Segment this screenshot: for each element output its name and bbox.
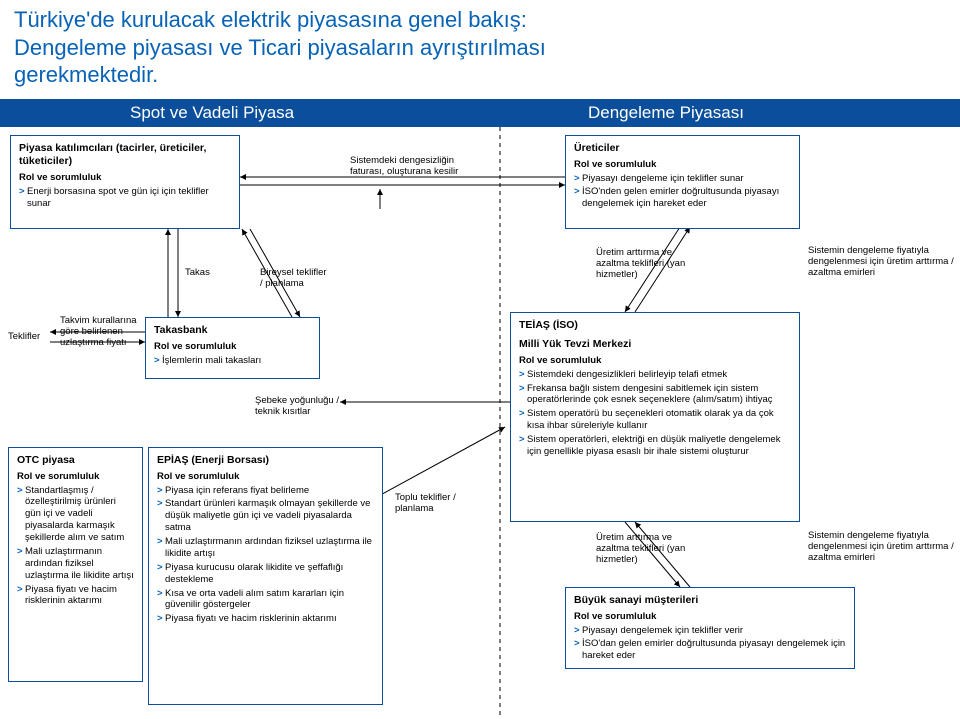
epias-item-6: Piyasa fiyatı ve hacim risklerinin aktar… [157,613,374,625]
box-takasbank: Takasbank Rol ve sorumluluk İşlemlerin m… [145,317,320,379]
header-left: Spot ve Vadeli Piyasa [0,103,528,123]
participants-role: Rol ve sorumluluk [19,172,231,184]
buyuk-title: Büyük sanayi müşterileri [574,594,846,607]
epias-item-3: Mali uzlaştırmanın ardından fiziksel uzl… [157,536,374,560]
box-participants: Piyasa katılımcıları (tacirler, üreticil… [10,135,240,229]
box-otc: OTC piyasa Rol ve sorumluluk Standartlaş… [8,447,143,682]
label-teklifler: Teklifler [8,331,53,342]
epias-item-4: Piyasa kurucusu olarak likidite ve şeffa… [157,562,374,586]
otc-item-2: Mali uzlaştırmanın ardından fiziksel uzl… [17,546,134,582]
teias-title1: TEİAŞ (İSO) [519,319,791,332]
header-bar: Spot ve Vadeli Piyasa Dengeleme Piyasası [0,99,960,127]
label-sistemin2: Sistemin dengeleme fiyatıyla dengelenmes… [808,530,958,564]
label-sistemin1: Sistemin dengeleme fiyatıyla dengelenmes… [808,245,958,279]
diagram-canvas: Piyasa katılımcıları (tacirler, üreticil… [0,127,960,719]
buyuk-role: Rol ve sorumluluk [574,611,846,623]
label-takvim: Takvim kurallarına göre belirlenen uzlaş… [60,315,145,349]
epias-item-2: Standart ürünleri karmaşık olmayan şekil… [157,498,374,534]
label-bireysel: Bireysel teklifler / planlama [260,267,330,290]
otc-list: Standartlaşmış / özelleştirilmiş ürünler… [17,485,134,608]
box-epias: EPİAŞ (Enerji Borsası) Rol ve sorumluluk… [148,447,383,705]
participants-item: Enerji borsasına spot ve gün içi için te… [19,186,231,210]
title-line-2: Dengeleme piyasası ve Ticari piyasaların… [14,35,546,60]
takasbank-role: Rol ve sorumluluk [154,341,311,353]
box-producers: Üreticiler Rol ve sorumluluk Piyasayı de… [565,135,800,229]
label-sebeke: Şebeke yoğunluğu / teknik kısıtlar [255,395,340,418]
buyuk-item-2: İSO'dan gelen emirler doğrultusunda piya… [574,638,846,662]
box-teias: TEİAŞ (İSO) Milli Yük Tevzi Merkezi Rol … [510,312,800,522]
otc-role: Rol ve sorumluluk [17,471,134,483]
teias-item-4: Sistem operatörleri, elektriği en düşük … [519,434,791,458]
otc-item-3: Piyasa fiyatı ve hacim risklerinin aktar… [17,584,134,608]
otc-item-1: Standartlaşmış / özelleştirilmiş ürünler… [17,485,134,544]
producers-role: Rol ve sorumluluk [574,159,791,171]
takasbank-title: Takasbank [154,324,311,337]
label-sistemdeki: Sistemdeki dengesizliğin faturası, oluşt… [350,155,460,178]
producers-title: Üreticiler [574,142,791,155]
teias-item-2: Frekansa bağlı sistem dengesini sabitlem… [519,383,791,407]
buyuk-item-1: Piyasayı dengelemek için teklifler verir [574,625,846,637]
title-line-1: Türkiye'de kurulacak elektrik piyasasına… [14,7,527,32]
label-uretim2: Üretim arttırma ve azaltma teklifleri (y… [596,532,686,566]
label-toplu: Toplu teklifler / planlama [395,492,480,515]
box-buyuk: Büyük sanayi müşterileri Rol ve sorumlul… [565,587,855,669]
otc-title: OTC piyasa [17,454,134,467]
epias-item-1: Piyasa için referans fiyat belirleme [157,485,374,497]
producers-item-2: İSO'nden gelen emirler doğrultusunda piy… [574,186,791,210]
label-uretim1: Üretim arttırma ve azaltma teklifleri (y… [596,247,686,281]
participants-title: Piyasa katılımcıları (tacirler, üreticil… [19,142,231,168]
slide-title: Türkiye'de kurulacak elektrik piyasasına… [0,0,960,99]
teias-list: Sistemdeki dengesizlikleri belirleyip te… [519,369,791,458]
label-takas: Takas [185,267,210,278]
buyuk-list: Piyasayı dengelemek için teklifler verir… [574,625,846,663]
teias-title2: Milli Yük Tevzi Merkezi [519,338,791,351]
epias-role: Rol ve sorumluluk [157,471,374,483]
producers-item-1: Piyasayı dengeleme için teklifler sunar [574,173,791,185]
epias-item-5: Kısa ve orta vadeli alım satım kararları… [157,588,374,612]
header-right: Dengeleme Piyasası [528,103,960,123]
teias-item-1: Sistemdeki dengesizlikleri belirleyip te… [519,369,791,381]
takasbank-list: İşlemlerin mali takasları [154,355,311,367]
epias-list: Piyasa için referans fiyat belirleme Sta… [157,485,374,626]
title-line-3: gerekmektedir. [14,62,158,87]
teias-role: Rol ve sorumluluk [519,355,791,367]
participants-list: Enerji borsasına spot ve gün içi için te… [19,186,231,210]
teias-item-3: Sistem operatörü bu seçenekleri otomatik… [519,408,791,432]
epias-title: EPİAŞ (Enerji Borsası) [157,454,374,467]
producers-list: Piyasayı dengeleme için teklifler sunar … [574,173,791,211]
takasbank-item-1: İşlemlerin mali takasları [154,355,311,367]
